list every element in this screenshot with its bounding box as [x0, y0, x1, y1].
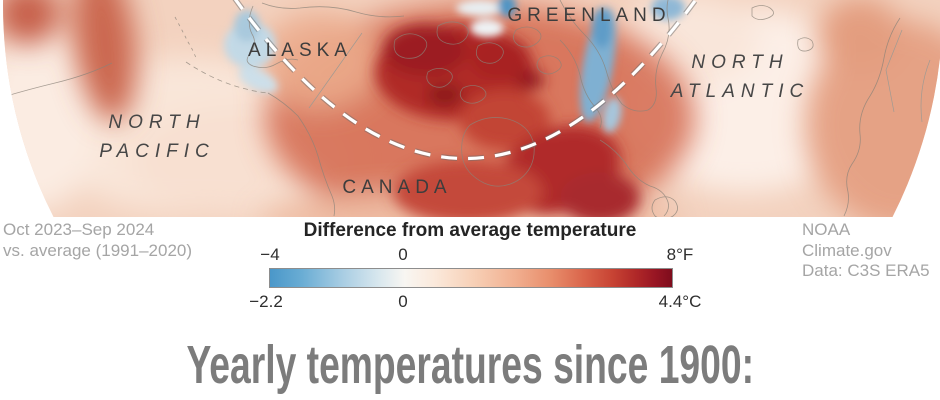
period-line1: Oct 2023–Sep 2024	[3, 220, 155, 239]
political-borders	[308, 29, 931, 123]
fahrenheit-zero-tick: 0	[398, 245, 408, 264]
map-label-north-atlantic: NORTH ATLANTIC	[670, 52, 810, 102]
celsius-max-tick: 4.4°C	[658, 292, 702, 311]
period-line2: vs. average (1991–2020)	[3, 240, 193, 260]
map-label-alaska: ALASKA	[248, 40, 352, 61]
coastlines	[3, 0, 901, 217]
dark-red-anomaly-cores	[375, 24, 640, 217]
fahrenheit-max-tick: 8°F	[666, 245, 694, 264]
headline: Yearly temperatures since 1900:	[0, 334, 940, 396]
map-label-greenland: GREENLAND	[507, 5, 671, 26]
source-line1: NOAA Climate.gov	[802, 220, 892, 260]
source-line2: Data: C3S ERA5	[802, 261, 930, 280]
diverging-colorbar	[269, 268, 673, 288]
arctic-circle-dashed-line	[230, 0, 703, 162]
source-attribution: NOAA Climate.gov Data: C3S ERA5	[802, 220, 940, 282]
anomaly-map: ALASKA GREENLAND CANADA NORTH PACIFIC NO…	[3, 0, 940, 217]
globe-clipped-field	[3, 0, 940, 217]
legend-title: Difference from average temperature	[303, 220, 637, 241]
fahrenheit-min-tick: −4	[260, 245, 280, 264]
celsius-scale-row: −2.2 0 4.4°C	[230, 291, 710, 313]
map-label-canada: CANADA	[342, 177, 452, 198]
color-scale-legend: Difference from average temperature −4 0…	[230, 220, 710, 313]
fahrenheit-scale-row: −4 0 8°F	[230, 244, 710, 266]
anomaly-map-canvas	[3, 0, 940, 217]
period-attribution: Oct 2023–Sep 2024 vs. average (1991–2020…	[3, 220, 192, 261]
map-label-north-pacific: NORTH PACIFIC	[99, 112, 215, 162]
celsius-min-tick: −2.2	[249, 292, 283, 311]
headline-text: Yearly temperatures since 1900:	[186, 335, 754, 395]
celsius-zero-tick: 0	[398, 292, 408, 311]
cool-anomaly-patches	[224, 0, 685, 133]
